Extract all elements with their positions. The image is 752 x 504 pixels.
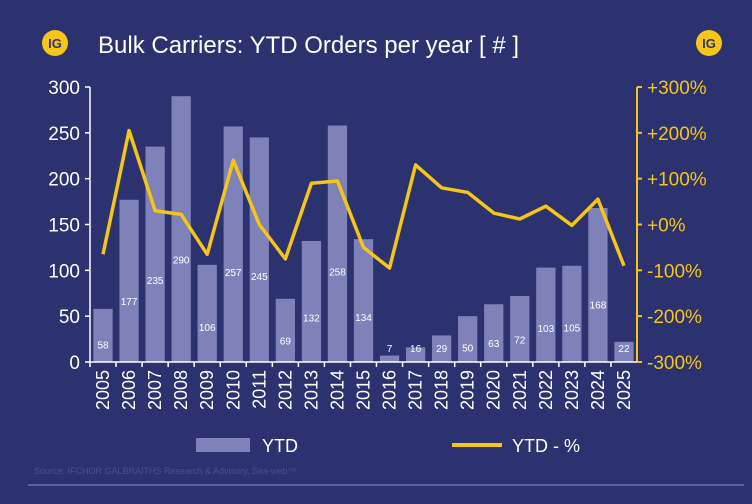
x-tick-label-2014: 2014 — [327, 370, 347, 410]
bar-2009 — [197, 264, 217, 362]
x-tick-label-2005: 2005 — [93, 370, 113, 410]
ytd-percent-line — [101, 128, 626, 270]
bar-value-label-2014: 258 — [329, 267, 346, 278]
x-tick-label-2019: 2019 — [458, 370, 478, 410]
bar-value-label-2005: 58 — [97, 341, 109, 352]
bar-2005 — [93, 308, 113, 362]
bar-value-label-2020: 63 — [488, 339, 500, 350]
bar-2018 — [432, 335, 452, 362]
right-tick-label-4: +100% — [647, 170, 707, 191]
left-tick-label-150: 150 — [48, 216, 80, 237]
x-tick-label-2021: 2021 — [510, 370, 530, 410]
bar-2006 — [119, 199, 139, 362]
bar-2025 — [614, 341, 634, 362]
bar-value-label-2012: 69 — [280, 337, 292, 348]
bar-2019 — [458, 316, 478, 362]
right-tick-label-1: -200% — [647, 307, 702, 328]
bar-value-label-2015: 134 — [355, 313, 372, 324]
bar-value-label-2008: 290 — [173, 256, 190, 267]
x-tick-label-2025: 2025 — [614, 370, 634, 410]
bar-2016 — [379, 355, 400, 362]
bar-value-label-2007: 235 — [147, 276, 164, 287]
x-tick-label-2010: 2010 — [223, 370, 243, 410]
svg-text:IG: IG — [702, 36, 716, 51]
bar-2017 — [405, 347, 426, 362]
bar-2010 — [223, 126, 243, 363]
x-tick-label-2011: 2011 — [249, 370, 269, 409]
x-tick-label-2022: 2022 — [536, 370, 556, 410]
right-tick-label-2: -100% — [647, 261, 702, 282]
bar-value-label-2019: 50 — [462, 344, 474, 355]
legend-label-ytd-percent: YTD - % — [512, 436, 580, 456]
x-tick-label-2020: 2020 — [484, 370, 504, 410]
ig-logo-left: IG — [42, 30, 68, 56]
bar-value-label-2025: 22 — [618, 344, 630, 355]
x-tick-label-2017: 2017 — [406, 370, 426, 410]
bar-value-label-2018: 29 — [436, 344, 448, 355]
bottom-divider — [28, 484, 744, 486]
left-tick-label-250: 250 — [48, 124, 80, 145]
x-tick-label-2015: 2015 — [354, 370, 374, 410]
bar-value-label-2022: 103 — [537, 324, 554, 335]
bar-2007 — [145, 146, 165, 362]
svg-text:IG: IG — [48, 36, 62, 51]
legend-swatch-ytd — [196, 438, 250, 452]
bar-value-label-2017: 16 — [410, 344, 422, 355]
bar-2024 — [588, 208, 608, 362]
ig-logo-right: IG — [696, 30, 722, 56]
bar-2015 — [353, 239, 374, 362]
bar-value-label-2010: 257 — [225, 268, 242, 279]
right-tick-label-5: +200% — [647, 124, 707, 145]
source-note: Source: IFCHOR GALBRAITHS Research & Adv… — [34, 466, 297, 476]
x-tick-label-2006: 2006 — [119, 370, 139, 410]
bar-2012 — [275, 298, 295, 362]
x-tick-label-2007: 2007 — [145, 370, 165, 410]
x-tick-label-2023: 2023 — [562, 370, 582, 410]
x-tick-label-2018: 2018 — [432, 370, 452, 410]
bar-2023 — [562, 265, 582, 362]
bar-value-label-2011: 245 — [251, 272, 268, 283]
right-tick-label-3: +0% — [647, 216, 686, 237]
bar-2021 — [510, 296, 530, 362]
bar-value-label-2021: 72 — [514, 336, 526, 347]
bar-2008 — [171, 96, 191, 363]
bar-value-label-2009: 106 — [199, 323, 216, 334]
x-tick-label-2009: 2009 — [197, 370, 217, 410]
bar-2020 — [484, 304, 504, 362]
left-tick-label-100: 100 — [48, 261, 80, 282]
bar-value-label-2006: 177 — [121, 297, 138, 308]
bar-2022 — [536, 267, 556, 362]
x-tick-label-2012: 2012 — [275, 370, 295, 410]
right-tick-label-0: -300% — [647, 353, 702, 374]
left-tick-label-0: 0 — [69, 353, 80, 374]
left-tick-label-50: 50 — [59, 307, 80, 328]
bar-value-label-2024: 168 — [590, 300, 607, 311]
left-tick-label-200: 200 — [48, 170, 80, 191]
left-tick-label-300: 300 — [48, 78, 80, 99]
x-tick-label-2016: 2016 — [380, 370, 400, 410]
right-tick-label-6: +300% — [647, 78, 707, 99]
legend-label-ytd: YTD — [262, 436, 298, 456]
x-tick-label-2013: 2013 — [301, 370, 321, 410]
x-tick-label-2024: 2024 — [588, 370, 608, 410]
chart-title: Bulk Carriers: YTD Orders per year [ # ] — [98, 32, 520, 59]
bar-value-label-2023: 105 — [564, 324, 581, 335]
bar-value-label-2016: 7 — [387, 344, 393, 355]
bar-2014 — [327, 125, 348, 362]
bar-value-label-2013: 132 — [303, 314, 320, 325]
bar-2013 — [301, 241, 322, 362]
x-tick-label-2008: 2008 — [171, 370, 191, 410]
bar-2011 — [249, 137, 269, 362]
